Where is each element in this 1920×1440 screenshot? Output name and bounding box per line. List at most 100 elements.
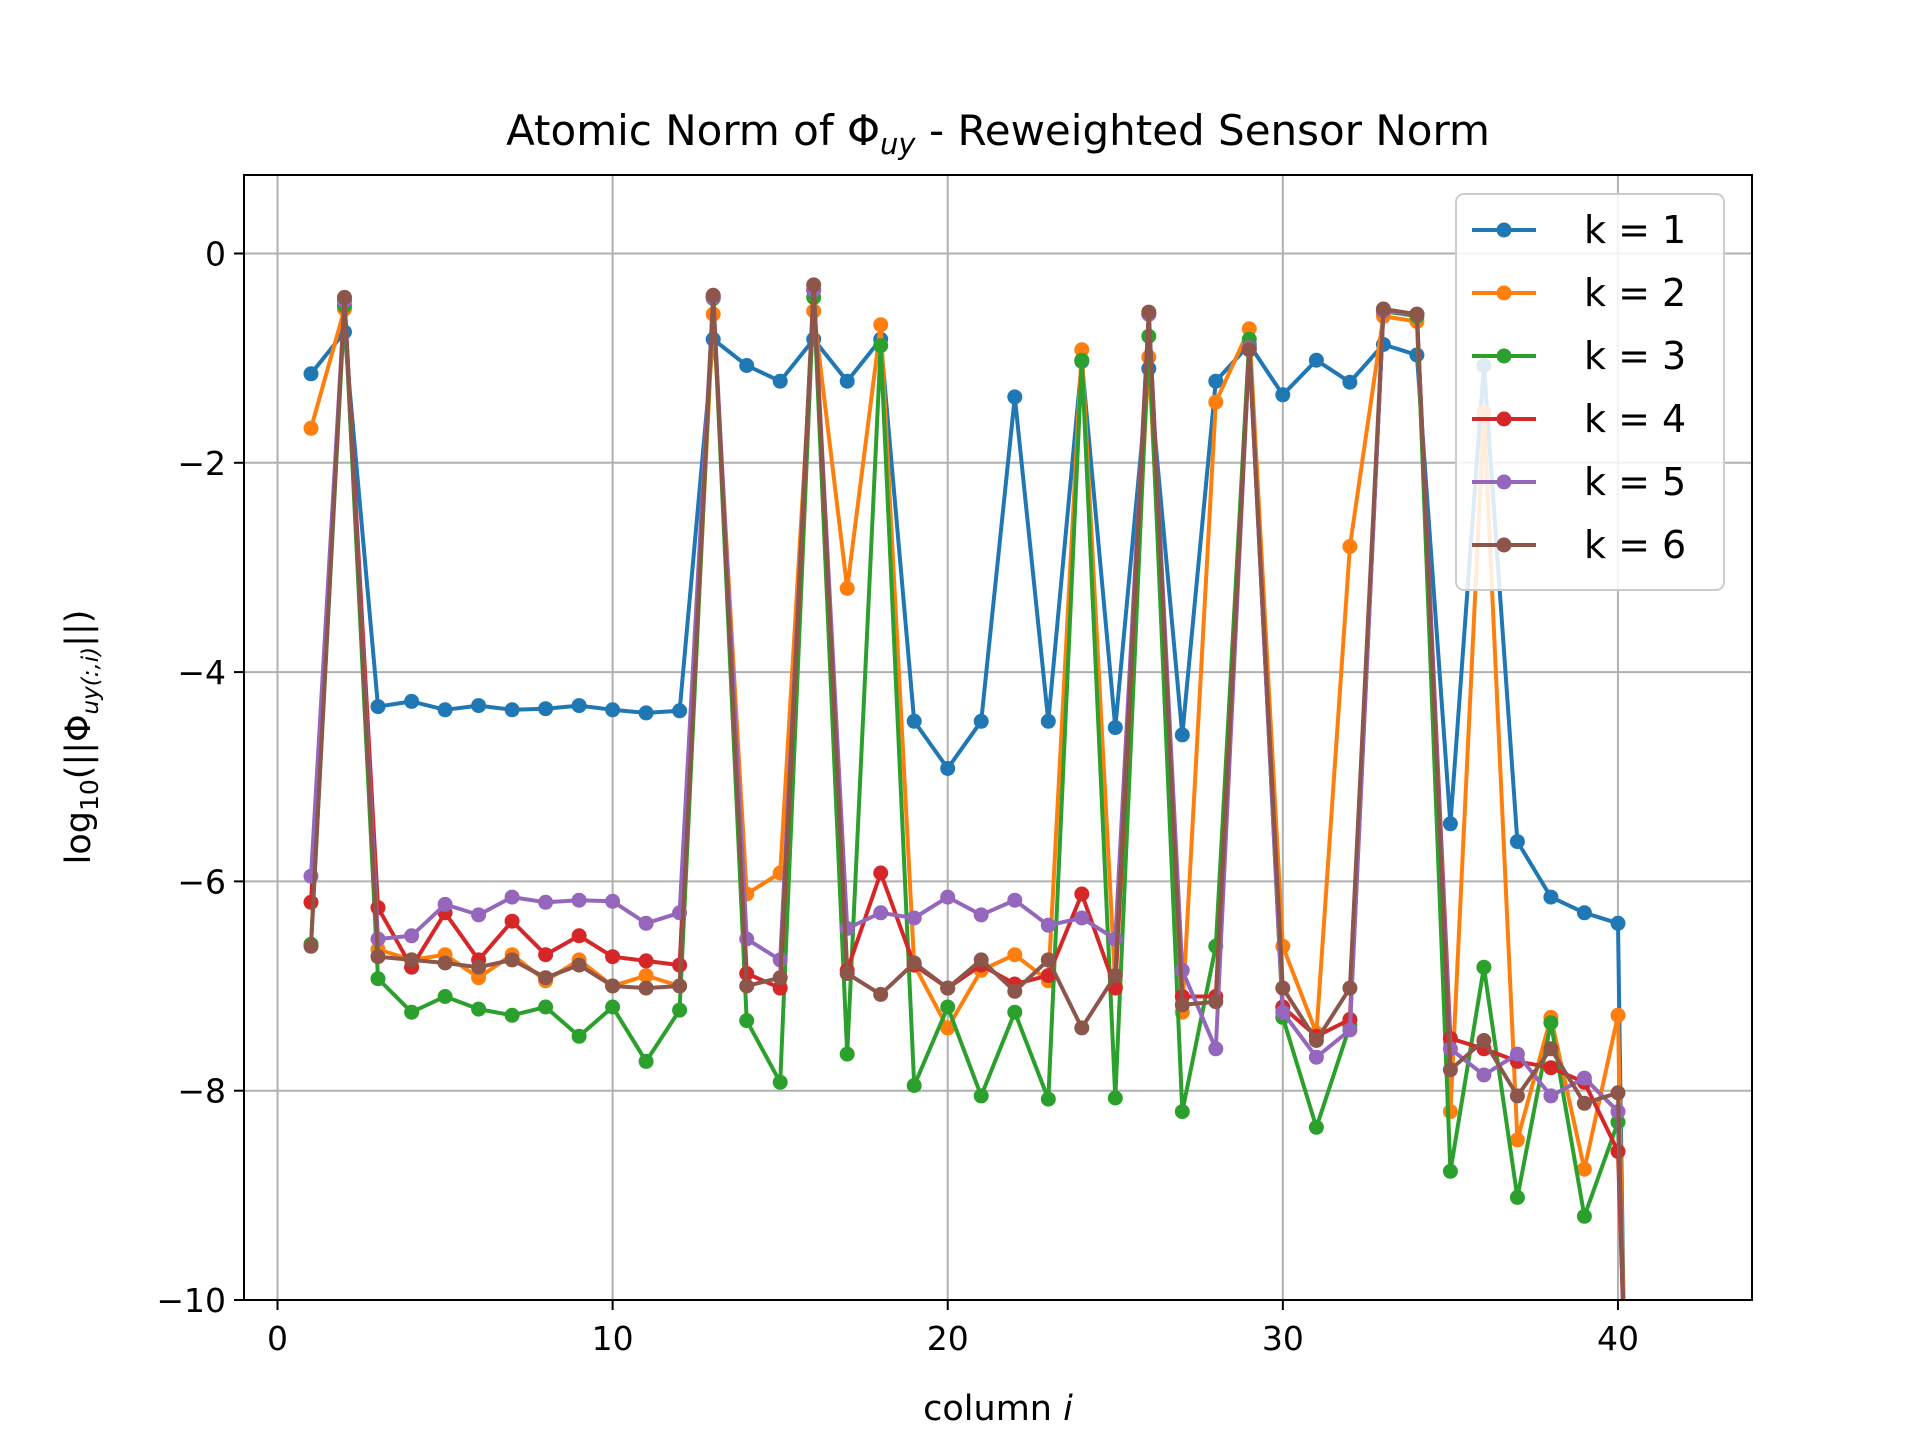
data-point [1509, 1189, 1525, 1205]
data-point [739, 358, 755, 373]
legend-item: k = 6 [1472, 523, 1686, 567]
legend-label: k = 4 [1584, 397, 1686, 441]
data-point [303, 366, 319, 382]
legend-marker [1496, 411, 1512, 427]
data-point [605, 893, 621, 909]
legend-marker [1496, 537, 1512, 553]
data-point [303, 938, 319, 954]
data-point [1275, 1004, 1291, 1020]
data-point [1107, 968, 1123, 984]
data-point [739, 1013, 755, 1029]
data-point [873, 986, 889, 1002]
data-point [1576, 1161, 1592, 1177]
data-point [1040, 1091, 1056, 1107]
data-point [1208, 373, 1224, 389]
data-point [1040, 713, 1056, 729]
data-point [1174, 997, 1190, 1013]
data-point [538, 970, 554, 986]
legend-item: k = 5 [1472, 460, 1686, 504]
data-point [739, 931, 755, 947]
data-point [337, 289, 352, 305]
data-point [973, 713, 989, 729]
y-tick-label: −6 [177, 862, 226, 901]
legend-marker [1496, 348, 1512, 364]
data-point [571, 698, 587, 714]
data-point [1576, 1208, 1592, 1224]
y-tick-label: −8 [177, 1072, 226, 1111]
data-point [1610, 1007, 1626, 1023]
data-point [1074, 910, 1090, 926]
x-tick-label: 30 [1262, 1319, 1304, 1358]
data-point [504, 952, 520, 968]
data-point [1610, 915, 1626, 931]
data-point [571, 892, 587, 908]
data-point [1308, 352, 1324, 368]
data-point [404, 928, 420, 944]
data-point [638, 1053, 654, 1069]
data-point [873, 905, 889, 921]
data-point [940, 1020, 956, 1036]
data-point [571, 957, 587, 973]
x-tick-label: 10 [592, 1319, 634, 1358]
legend: k = 1 k = 2 k = 3 k = 4 k = 5 k = 6 [1455, 193, 1725, 591]
data-point [1007, 947, 1023, 963]
data-point [973, 1088, 989, 1104]
data-point [1610, 1085, 1626, 1101]
data-point [504, 889, 520, 905]
data-point [538, 947, 554, 963]
data-point [772, 980, 788, 996]
data-point [437, 702, 453, 718]
data-point [1174, 727, 1190, 743]
data-point [1509, 1046, 1525, 1062]
y-tick-label: −2 [177, 444, 226, 483]
series-6 [303, 277, 1626, 1300]
x-axis-label: column i [923, 1389, 1073, 1429]
data-point [404, 1004, 420, 1020]
y-tick-label: −10 [156, 1281, 226, 1320]
data-point [839, 580, 855, 596]
data-point [504, 702, 520, 718]
data-point [1442, 816, 1458, 832]
data-point [1074, 886, 1090, 902]
data-point [772, 1074, 788, 1090]
legend-label: k = 5 [1584, 460, 1686, 504]
data-point [672, 1002, 688, 1018]
data-point [906, 910, 922, 926]
data-point [839, 1046, 855, 1062]
legend-label: k = 1 [1584, 208, 1686, 252]
data-point [1141, 304, 1157, 320]
data-point [605, 949, 621, 965]
data-point [672, 703, 688, 719]
data-point [1308, 1049, 1324, 1065]
chart-title: Atomic Norm of Φuy - Reweighted Sensor N… [506, 106, 1490, 161]
data-point [370, 971, 386, 987]
data-point [404, 952, 420, 968]
data-point [638, 980, 654, 996]
data-point [1208, 1041, 1224, 1057]
data-point [1007, 389, 1023, 405]
x-axis-ticks: 0 10 20 30 40 [267, 1300, 1639, 1358]
legend-marker [1496, 474, 1512, 490]
data-point [1342, 539, 1358, 554]
legend-label: k = 2 [1584, 271, 1686, 315]
data-point [1543, 1041, 1559, 1057]
data-point [973, 907, 989, 923]
data-point [1007, 1004, 1023, 1020]
data-point [638, 968, 654, 984]
legend-item: k = 3 [1472, 334, 1686, 378]
data-point [940, 980, 956, 996]
data-point [571, 928, 587, 944]
data-point [1442, 1062, 1458, 1078]
y-axis-ticks: 0 −2 −4 −6 −8 −10 [156, 234, 244, 1320]
data-point [538, 701, 554, 717]
data-point [1476, 1067, 1492, 1083]
data-point [705, 287, 721, 303]
data-point [1275, 980, 1291, 996]
data-point [1576, 1070, 1592, 1086]
data-point [1342, 374, 1358, 390]
data-point [404, 693, 420, 709]
data-point [437, 955, 453, 971]
data-point [1543, 1088, 1559, 1104]
data-point [1476, 959, 1492, 975]
data-point [538, 999, 554, 1015]
